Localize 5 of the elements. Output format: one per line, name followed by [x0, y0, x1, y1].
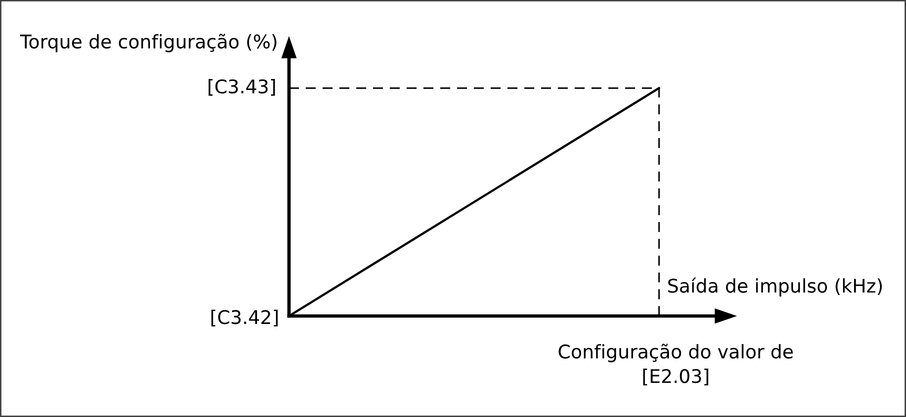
- text: Configuração do valor de [E2.03]: [558, 344, 793, 386]
- ref-line-label: [C3.43]: [208, 79, 275, 96]
- x-axis-title: Saída de impulso (kHz): [668, 278, 882, 296]
- y-axis-title: Torque de configuração (%): [20, 34, 276, 52]
- annotation: [C3.42]: [211, 310, 278, 326]
